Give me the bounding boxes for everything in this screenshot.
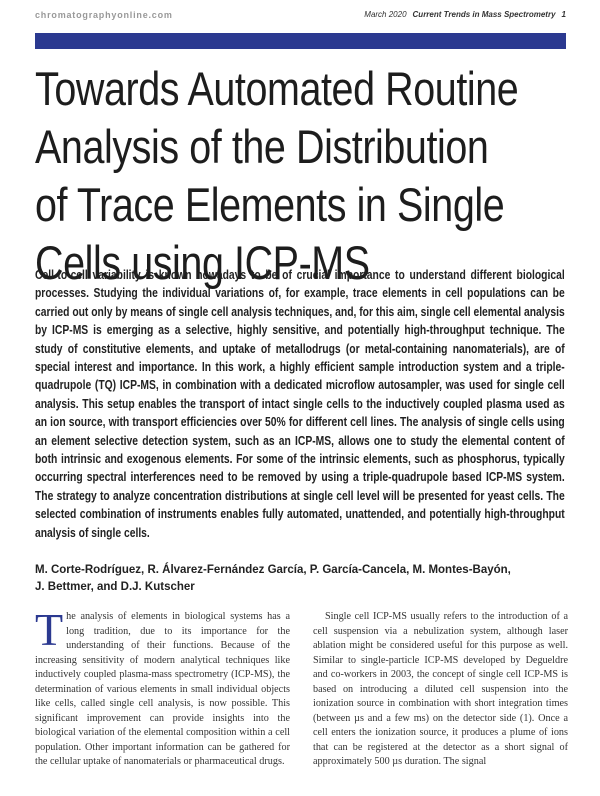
title-line: Analysis of the Distribution	[35, 120, 489, 173]
site-name: chromatographyonline.com	[35, 10, 173, 20]
issue-date: March 2020	[364, 10, 407, 19]
running-head: March 2020 Current Trends in Mass Spectro…	[364, 10, 566, 19]
paragraph: he analysis of elements in biological sy…	[35, 611, 290, 767]
body-column: Single cell ICP-MS usually refers to the…	[313, 611, 568, 767]
page-number: 1	[561, 10, 566, 19]
title-line: of Trace Elements in Single	[35, 178, 505, 231]
authors: M. Corte-Rodríguez, R. Álvarez-Fernández…	[35, 564, 511, 593]
publication: Current Trends in Mass Spectrometry	[412, 10, 556, 19]
abstract: Cell-to-cell variability is known nowada…	[35, 268, 565, 540]
header-bar	[35, 33, 566, 49]
title-line: Towards Automated Routine	[35, 62, 519, 115]
drop-cap: T	[35, 604, 64, 655]
title-line: Cells using ICP-MS	[35, 236, 370, 289]
title: Towards Automated Routine Analysis of the…	[35, 60, 573, 292]
